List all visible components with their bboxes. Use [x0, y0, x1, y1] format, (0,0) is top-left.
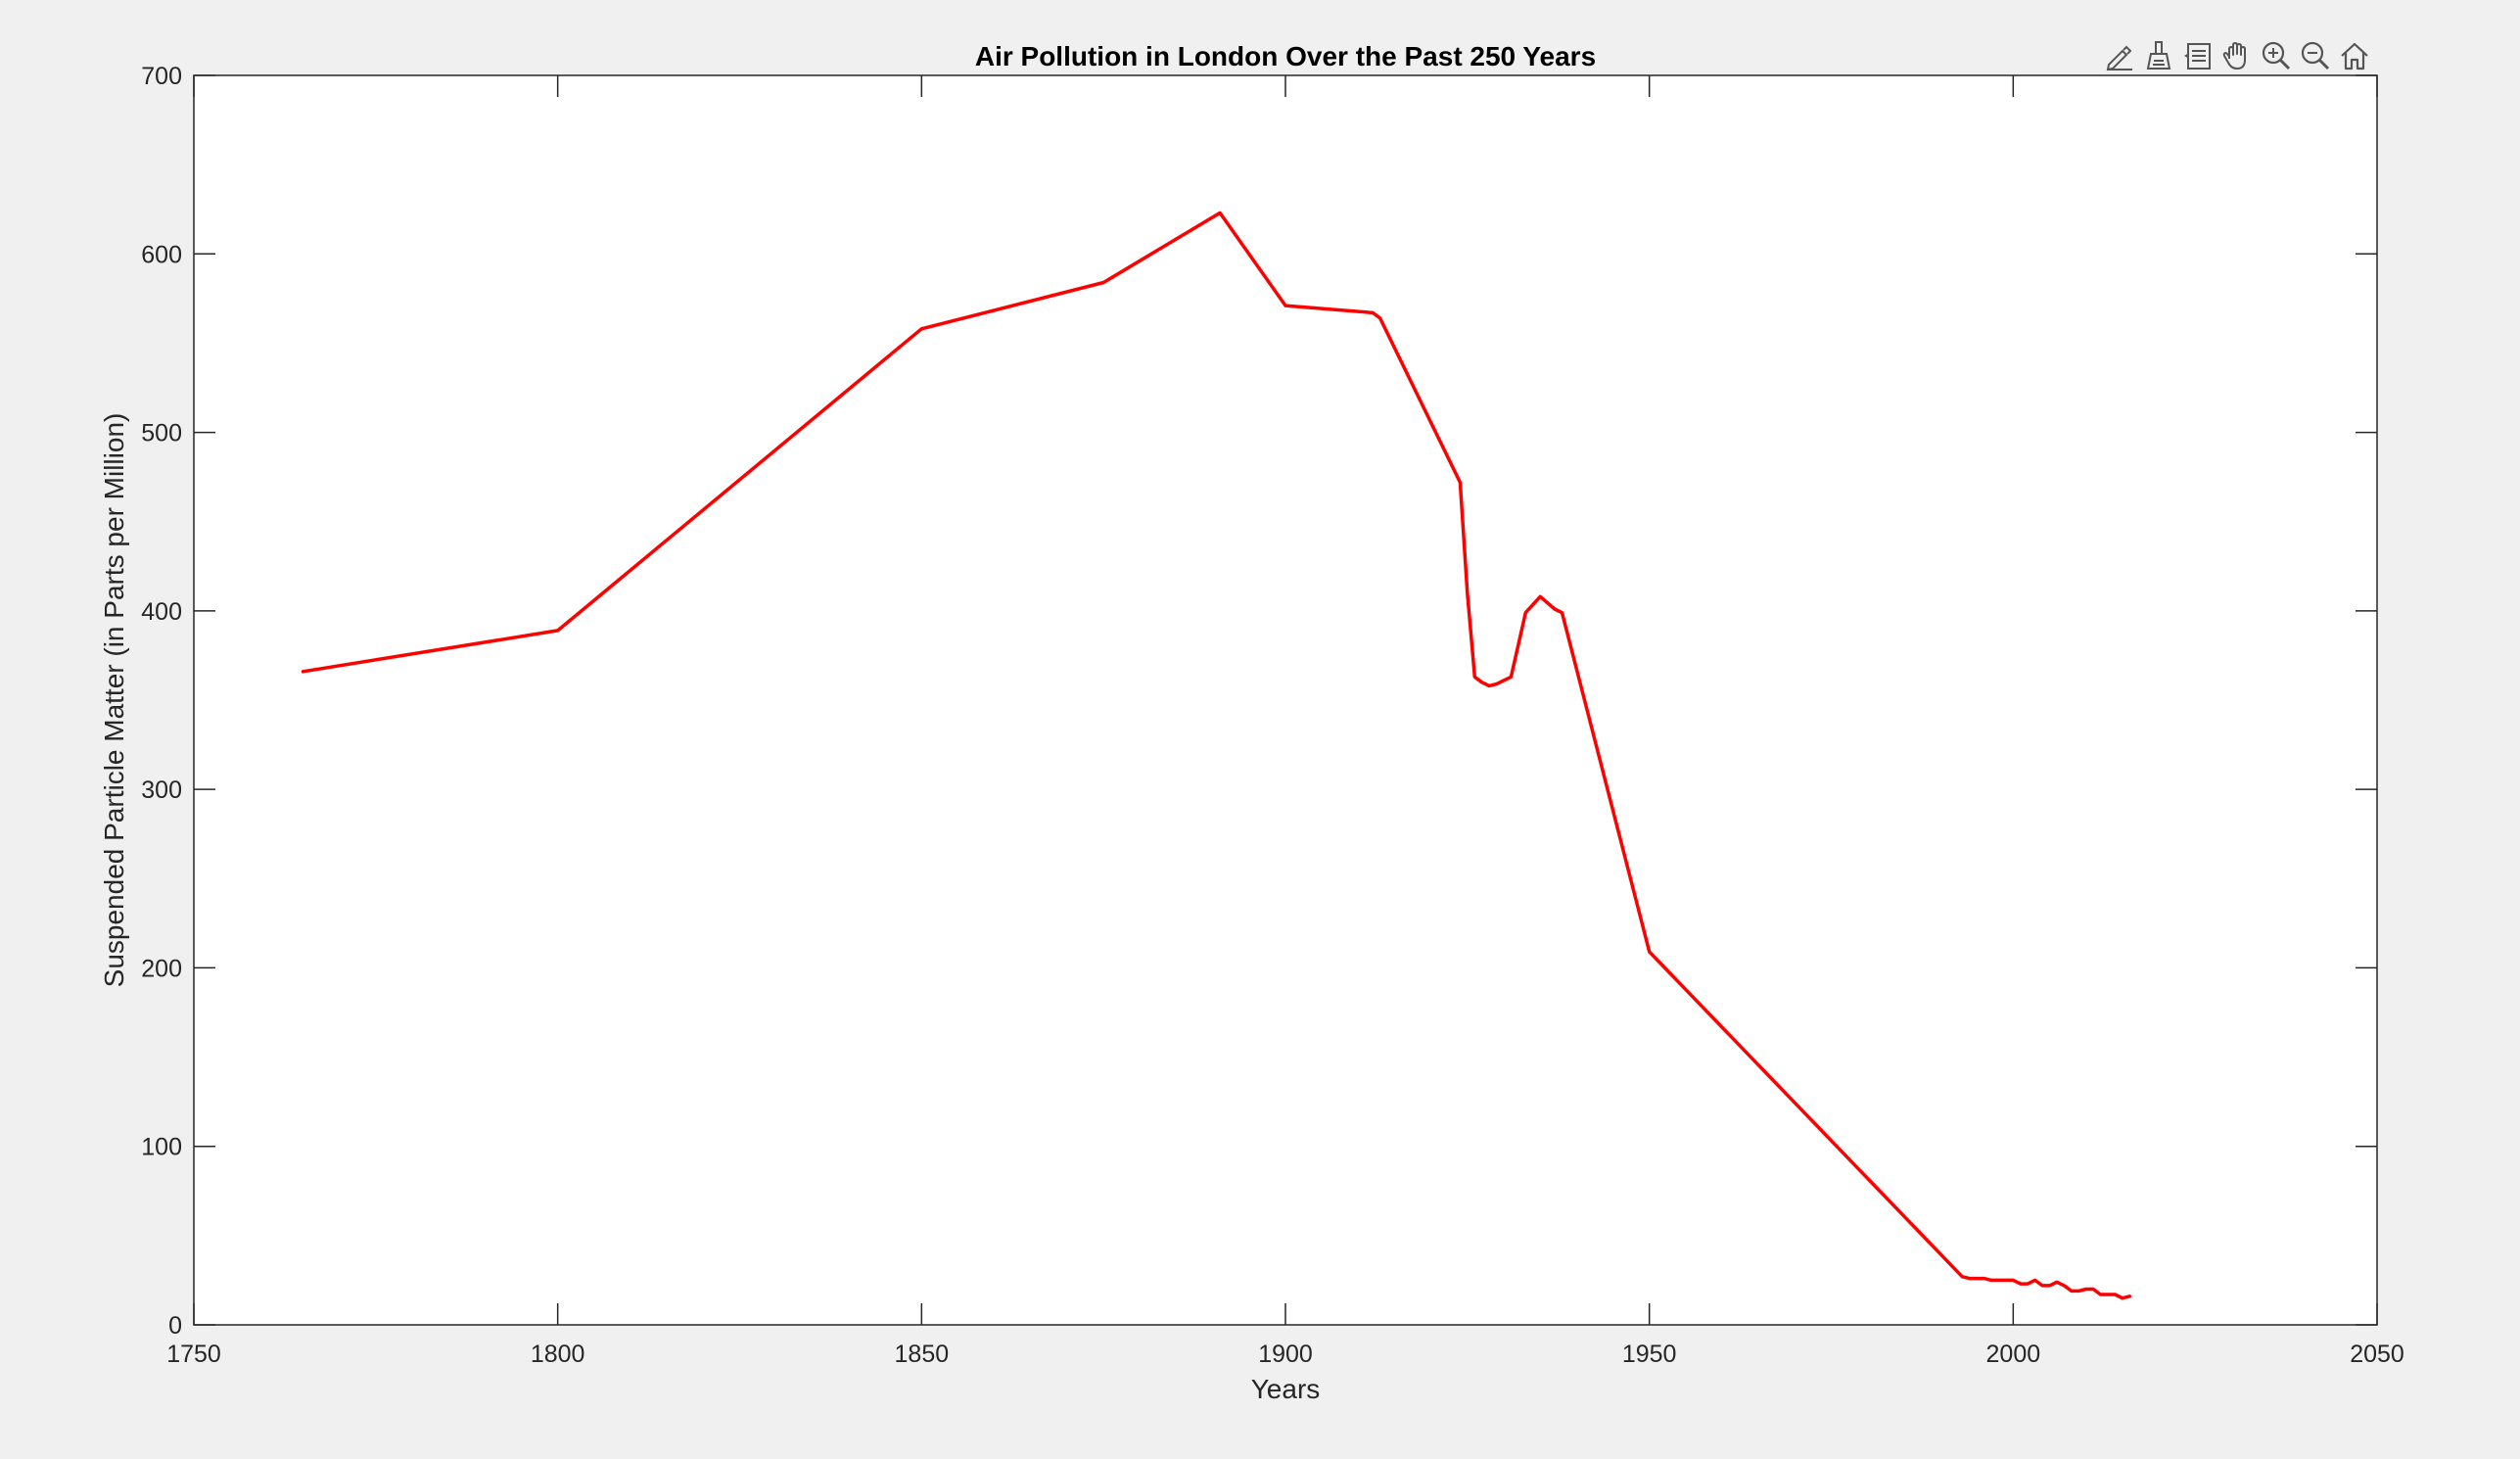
- zoom-out-icon: [2301, 41, 2330, 71]
- restore-view-button[interactable]: [2336, 36, 2373, 75]
- chart-title: Air Pollution in London Over the Past 25…: [975, 41, 1596, 71]
- axes-toolbar: [2101, 33, 2373, 78]
- y-tick-labels: 0 100 200 300 400 500 600 700: [141, 63, 182, 1340]
- data-cursor-icon: [2184, 43, 2211, 70]
- x-axis-title: Years: [1251, 1374, 1321, 1404]
- series-line-0: [301, 211, 2132, 1300]
- x-tick-label: 2050: [2350, 1341, 2404, 1368]
- y-tick-label: 400: [141, 598, 182, 626]
- restore-view-icon: [2341, 42, 2368, 71]
- zoom-in-icon: [2262, 41, 2291, 71]
- plot-area: [301, 211, 2132, 1300]
- pan-icon: [2222, 42, 2246, 70]
- y-tick-label: 0: [168, 1312, 182, 1340]
- x-tick-label: 1750: [166, 1341, 221, 1368]
- axes-background[interactable]: [194, 75, 2377, 1325]
- edit-plot-icon: [2106, 45, 2132, 71]
- y-tick-label: 300: [141, 777, 182, 804]
- x-tick-label: 2000: [1986, 1341, 2041, 1368]
- y-tick-label: 600: [141, 241, 182, 268]
- pan-button[interactable]: [2218, 36, 2256, 75]
- x-tick-label: 1800: [531, 1341, 585, 1368]
- y-tick-label: 200: [141, 955, 182, 982]
- y-tick-label: 700: [141, 63, 182, 90]
- x-tick-labels: 1750 1800 1850 1900 1950 2000 2050: [166, 1341, 2404, 1368]
- edit-plot-button[interactable]: [2101, 36, 2138, 75]
- axes-box: [193, 74, 2378, 1326]
- y-tick-label: 100: [141, 1134, 182, 1161]
- data-brush-icon: [2146, 41, 2171, 70]
- y-axis-title: Suspended Particle Matter (in Parts per …: [99, 413, 129, 988]
- data-cursor-button[interactable]: [2179, 36, 2217, 75]
- x-tick-label: 1850: [895, 1341, 950, 1368]
- x-tick-label: 1900: [1258, 1341, 1313, 1368]
- y-tick-label: 500: [141, 420, 182, 447]
- zoom-in-button[interactable]: [2258, 36, 2295, 75]
- zoom-out-button[interactable]: [2297, 36, 2334, 75]
- x-tick-label: 1950: [1622, 1341, 1677, 1368]
- data-brush-button[interactable]: [2140, 36, 2177, 75]
